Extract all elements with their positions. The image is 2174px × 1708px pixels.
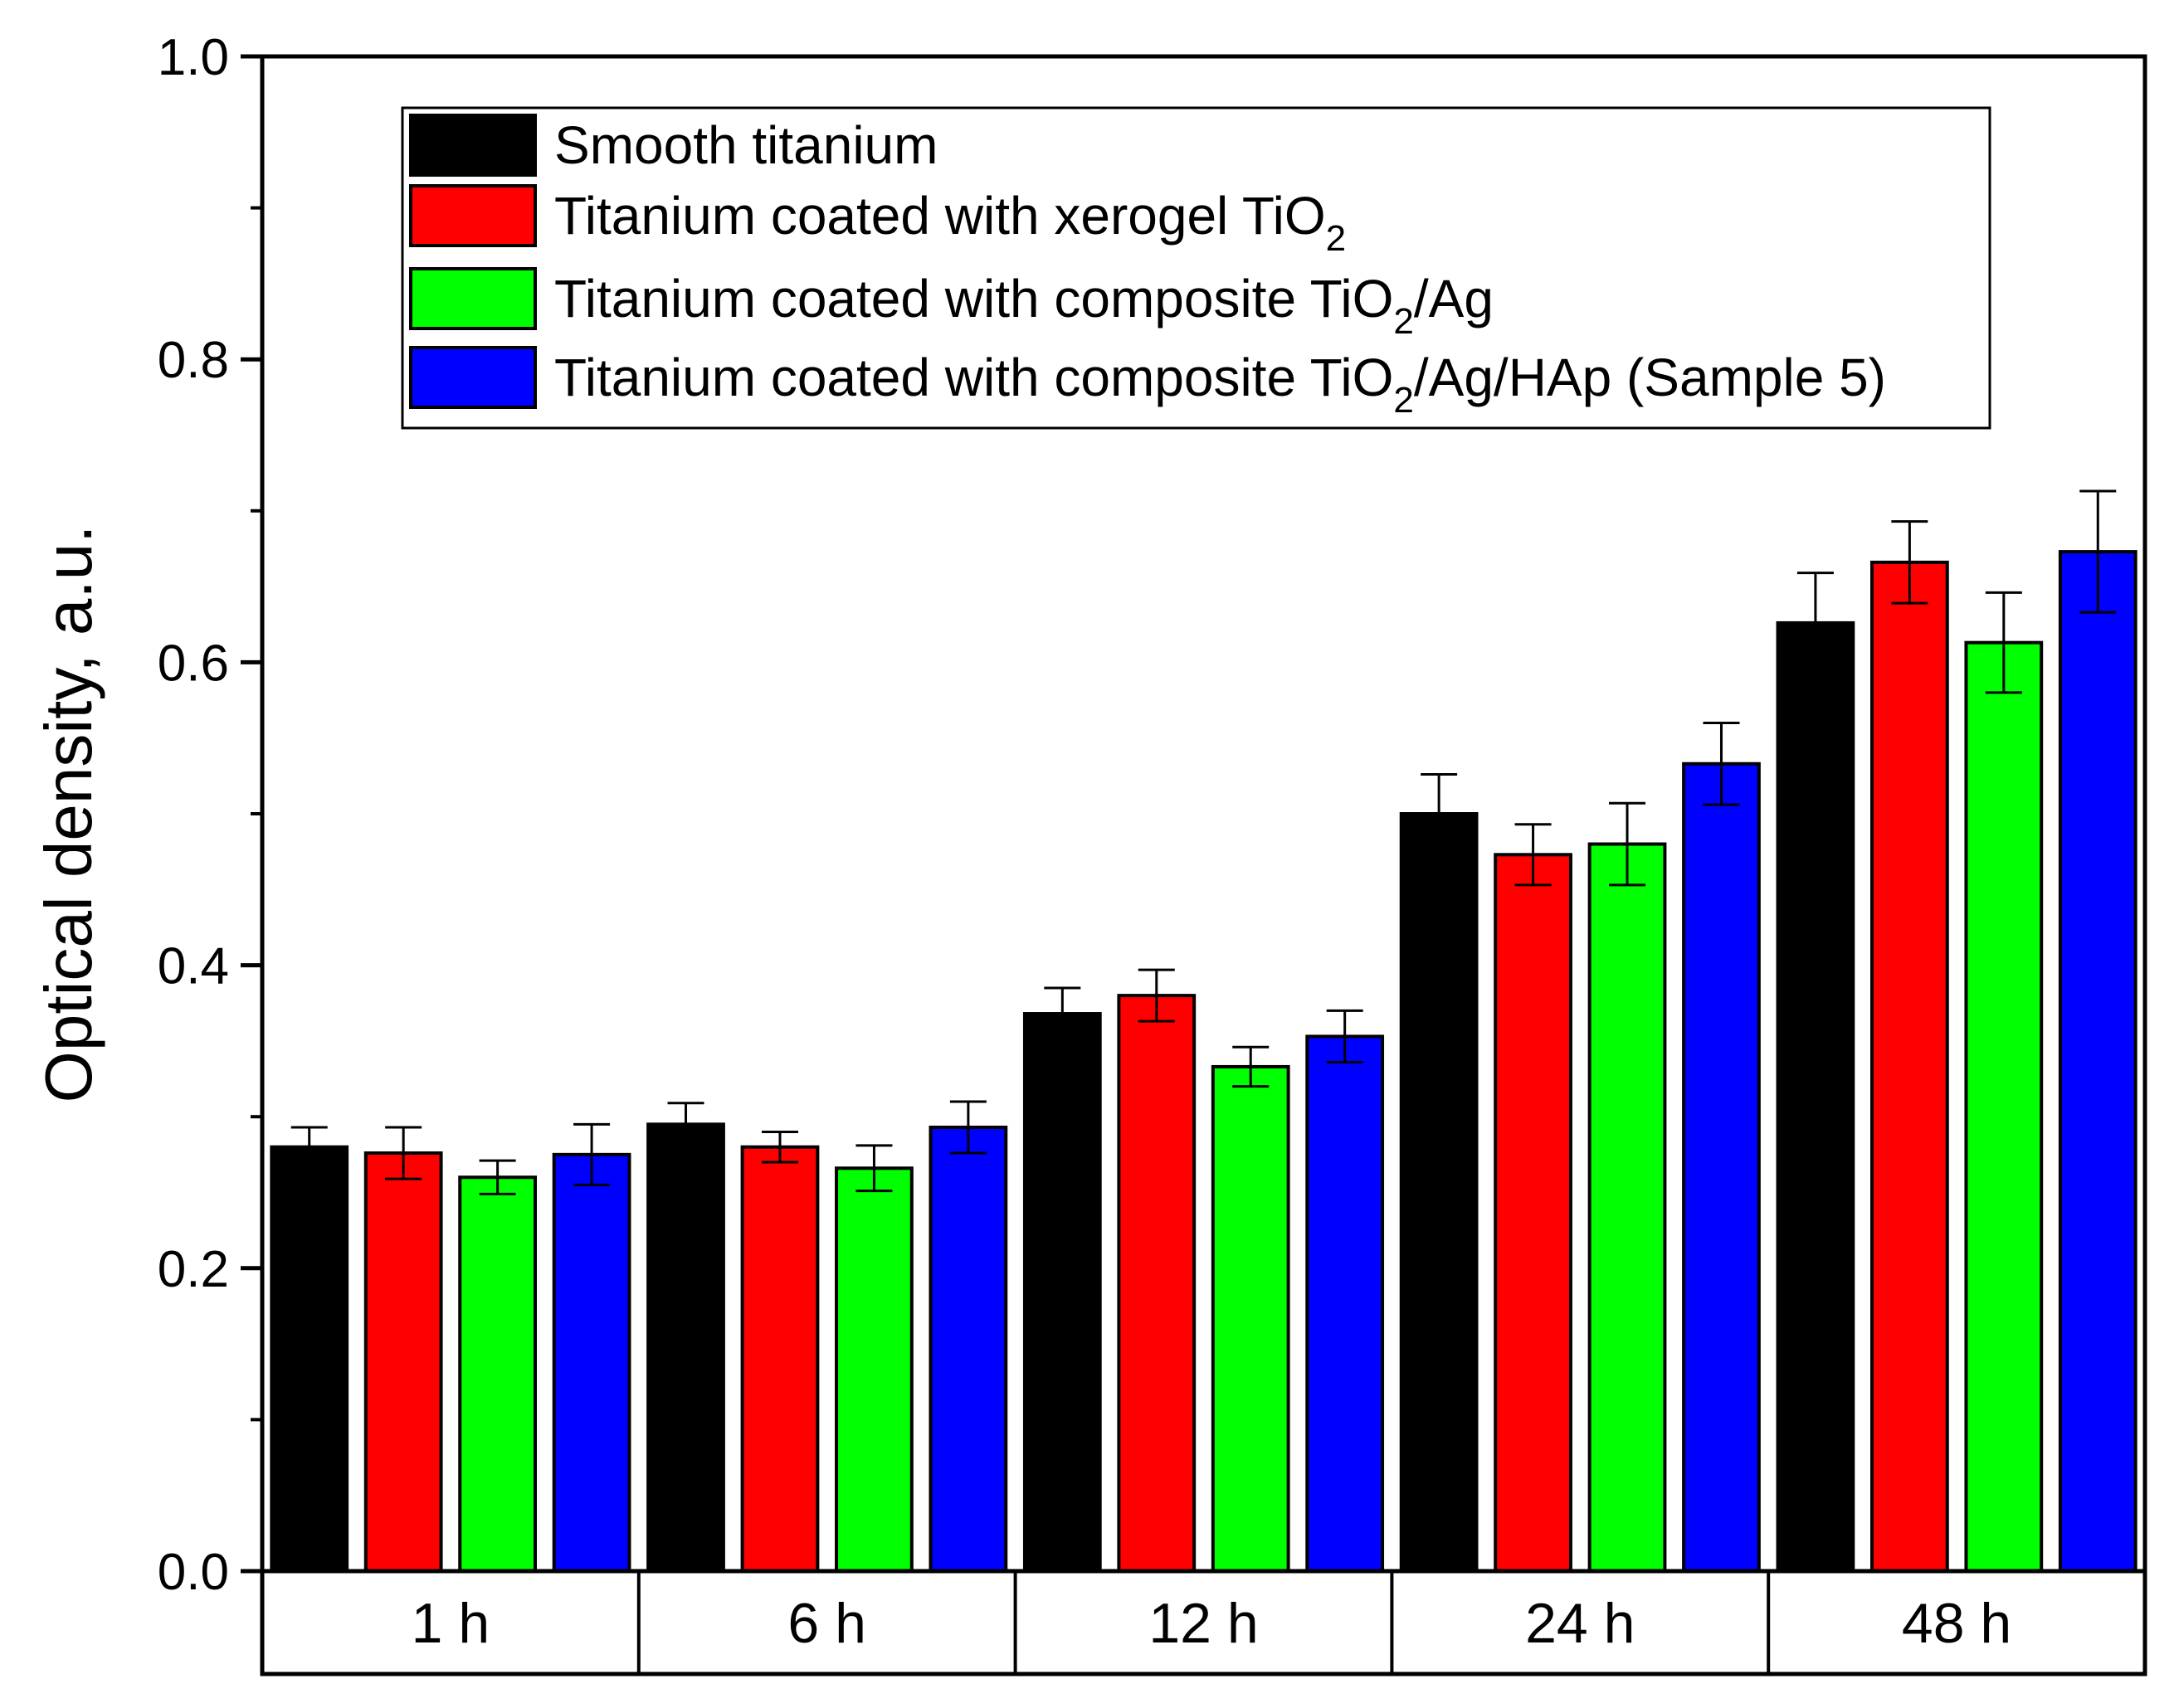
legend-label-subscript: 2	[1393, 380, 1413, 421]
bar	[835, 1166, 914, 1574]
y-tick-label: 0.0	[158, 1544, 229, 1601]
legend-box	[401, 106, 1991, 430]
legend-label-main: Titanium coated with composite TiO	[554, 348, 1393, 407]
legend-label: Titanium coated with xerogel TiO2	[554, 186, 1346, 259]
bar	[646, 1122, 725, 1573]
y-axis-title: Optical density, a.u.	[32, 525, 105, 1103]
bar	[2058, 550, 2137, 1573]
legend-label: Titanium coated with composite TiO2/Ag/H…	[554, 348, 1886, 421]
category-label: 1 h	[412, 1592, 490, 1655]
legend-label: Titanium coated with composite TiO2/Ag	[554, 269, 1494, 342]
bar	[1587, 842, 1667, 1573]
bar	[458, 1175, 538, 1573]
category-label: 48 h	[1902, 1592, 2011, 1655]
bar	[1494, 853, 1572, 1573]
bar	[363, 1151, 443, 1574]
legend-label: Smooth titanium	[554, 115, 938, 175]
bar	[1117, 994, 1197, 1573]
bar	[1399, 812, 1479, 1573]
legend-label-main: Smooth titanium	[554, 115, 938, 175]
legend-label-main: Titanium coated with xerogel TiO	[554, 186, 1326, 246]
bar	[1022, 1012, 1102, 1573]
category-label: 24 h	[1525, 1592, 1635, 1655]
legend-label-subscript: 2	[1393, 301, 1413, 342]
y-tick-label: 0.6	[158, 635, 229, 692]
bars-layer	[270, 550, 2137, 1574]
bar	[1869, 560, 1949, 1573]
bar	[270, 1145, 349, 1573]
legend-swatch	[409, 114, 537, 177]
legend-label-suffix: /Ag	[1414, 269, 1494, 328]
bar	[1682, 762, 1761, 1573]
y-tick-label: 0.4	[158, 938, 229, 995]
bar	[929, 1125, 1008, 1574]
bar	[1964, 640, 2044, 1573]
legend-swatch	[409, 267, 537, 330]
bar	[1776, 620, 1855, 1574]
legend-swatch	[409, 346, 537, 409]
bar	[1305, 1034, 1385, 1573]
legend-label-main: Titanium coated with composite TiO	[554, 269, 1393, 328]
legend-label-subscript: 2	[1326, 218, 1346, 259]
bar	[740, 1145, 820, 1573]
bar	[1211, 1064, 1290, 1573]
y-axis: 0.0 0.2 0.4 0.6 0.8 1.0	[158, 29, 262, 1601]
y-tick-label: 1.0	[158, 29, 229, 86]
category-axis: 1 h 6 h 12 h 24 h 48 h	[260, 1569, 2147, 1676]
y-tick-label: 0.8	[158, 332, 229, 389]
category-label: 12 h	[1148, 1592, 1258, 1655]
legend: Smooth titanium Titanium coated with xero…	[401, 106, 1991, 430]
y-tick-label: 0.2	[158, 1241, 229, 1298]
category-axis-frame	[260, 1569, 2147, 1676]
legend-label-suffix: /Ag/HAp (Sample 5)	[1414, 348, 1886, 407]
bar	[552, 1152, 631, 1573]
error-bars-layer	[290, 489, 2117, 1195]
category-label: 6 h	[787, 1592, 866, 1655]
legend-swatch	[409, 184, 537, 247]
